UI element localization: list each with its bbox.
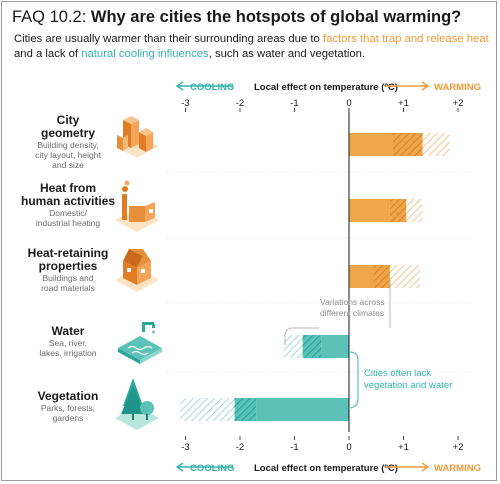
tick-label-top: -2 bbox=[236, 98, 244, 109]
bar-solid bbox=[349, 265, 374, 288]
category-description: road materials bbox=[41, 283, 95, 293]
bar-range-light bbox=[283, 335, 303, 358]
category-title: geometry bbox=[41, 126, 95, 140]
bar-range-light bbox=[180, 398, 235, 421]
top-tick-labels: -3 -2 -1 0 +1 +2 bbox=[181, 98, 463, 112]
cooling-label-top: COOLING bbox=[190, 82, 234, 93]
category-description: industrial heating bbox=[36, 218, 101, 228]
warming-label-top: WARMING bbox=[434, 82, 481, 93]
category-title: Heat from bbox=[40, 181, 96, 195]
tick-label-bottom: +2 bbox=[453, 442, 464, 453]
category-description: city layout, height bbox=[35, 150, 101, 160]
bar-solid bbox=[349, 133, 393, 156]
warming-factors-highlight: factors that trap and release heat bbox=[322, 33, 489, 45]
tick-label-bottom: -1 bbox=[290, 442, 298, 453]
bar-range-dark bbox=[373, 265, 390, 288]
tick-label-bottom: 0 bbox=[346, 442, 351, 453]
subtitle-line-1-text: Cities are usually warmer than their sur… bbox=[14, 33, 323, 45]
cooling-arrow-top bbox=[175, 81, 233, 91]
faq-label: FAQ 10.2: bbox=[12, 8, 87, 26]
warming-arrow-bottom bbox=[386, 462, 430, 472]
subtitle-line-2-end: , such as water and vegetation. bbox=[208, 48, 366, 60]
cooling-influences-highlight: natural cooling influences bbox=[81, 48, 209, 60]
axis-label-bottom: Local effect on temperature (ºC) bbox=[254, 463, 398, 474]
category-title: Heat-retaining bbox=[28, 246, 109, 260]
subtitle-line-2: and a lack of natural cooling influences… bbox=[14, 47, 365, 61]
faq-question: Why are cities the hotspots of global wa… bbox=[90, 8, 462, 26]
category-description: Building density, bbox=[37, 140, 98, 150]
lack-line-2: vegetation and water bbox=[364, 380, 452, 391]
category-title: Vegetation bbox=[38, 389, 99, 403]
cooling-arrow-bottom bbox=[175, 462, 233, 472]
factory-icon bbox=[115, 180, 159, 232]
tick-label-top: -1 bbox=[290, 98, 298, 109]
warming-label-bottom: WARMING bbox=[434, 463, 481, 474]
tick-label-bottom: -3 bbox=[181, 442, 189, 453]
city-buildings-icon bbox=[115, 116, 159, 158]
tick-label-bottom: +1 bbox=[398, 442, 409, 453]
tick-label-top: +2 bbox=[453, 98, 464, 109]
bar-range-light bbox=[422, 133, 450, 156]
category-description: Domestic/ bbox=[49, 208, 87, 218]
variations-line-1: Variations across bbox=[320, 297, 385, 307]
bar-range-dark bbox=[392, 133, 423, 156]
warming-arrow-top bbox=[386, 81, 430, 91]
water-tap-icon bbox=[118, 322, 162, 364]
category-description: Buildings and bbox=[42, 273, 93, 283]
tick-label-top: +1 bbox=[398, 98, 409, 109]
bottom-axis-header: COOLING Local effect on temperature (ºC)… bbox=[175, 462, 481, 474]
category-title: City bbox=[57, 113, 80, 127]
bars bbox=[180, 133, 450, 421]
tick-label-bottom: -2 bbox=[236, 442, 244, 453]
variations-annotation: Variations across different climates bbox=[284, 280, 391, 345]
bar-range-dark bbox=[302, 335, 322, 358]
top-axis-header: COOLING Local effect on temperature (ºC)… bbox=[175, 81, 481, 93]
category-title: properties bbox=[39, 259, 98, 273]
bar-range-light bbox=[406, 199, 423, 222]
cooling-label-bottom: COOLING bbox=[190, 463, 234, 474]
category-description: Parks, forests, bbox=[41, 403, 95, 413]
category-description: gardens bbox=[53, 413, 84, 423]
axis-label-top: Local effect on temperature (ºC) bbox=[254, 82, 398, 93]
bar-solid bbox=[256, 398, 349, 421]
figure-title: FAQ 10.2: Why are cities the hotspots of… bbox=[12, 8, 461, 27]
bar-solid bbox=[349, 199, 390, 222]
category-description: Sea, river, bbox=[49, 338, 87, 348]
category-title: Water bbox=[52, 324, 85, 338]
tick-label-top: 0 bbox=[346, 98, 351, 109]
category-description: and size bbox=[52, 160, 84, 170]
bar-solid bbox=[321, 335, 349, 358]
bottom-tick-labels: -3 -2 -1 0 +1 +2 bbox=[181, 436, 463, 453]
category-title: human activities bbox=[21, 194, 115, 208]
variations-line-2: different climates bbox=[320, 308, 384, 318]
lack-annotation: Cities often lack vegetation and water bbox=[348, 351, 452, 409]
subtitle-line-2-text: and a lack of bbox=[14, 48, 82, 60]
tree-icon bbox=[115, 378, 159, 430]
lack-line-1: Cities often lack bbox=[364, 368, 431, 379]
subtitle-line-1: Cities are usually warmer than their sur… bbox=[14, 32, 489, 46]
tick-label-top: -3 bbox=[181, 98, 189, 109]
house-icon bbox=[115, 249, 159, 292]
bar-range-dark bbox=[389, 199, 407, 222]
bar-range-light bbox=[389, 265, 420, 288]
bar-range-dark bbox=[234, 398, 257, 421]
category-description: lakes, irrigation bbox=[39, 348, 96, 358]
